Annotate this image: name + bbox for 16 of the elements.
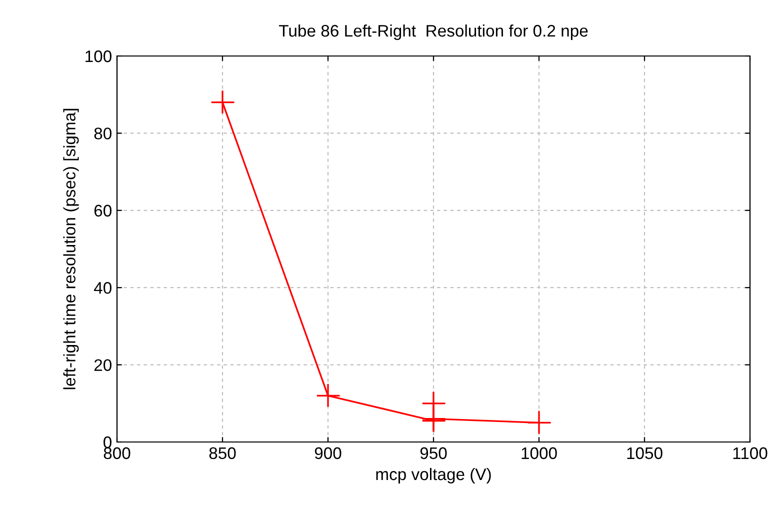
y-tick-label: 60 bbox=[94, 204, 112, 217]
y-tick-label: 20 bbox=[94, 359, 112, 372]
x-tick-label: 1100 bbox=[733, 447, 768, 460]
y-tick-label: 100 bbox=[86, 50, 112, 62]
y-tick-label: 80 bbox=[94, 128, 112, 140]
chart-title: Tube 86 Left-Right Resolution for 0.2 npe bbox=[279, 24, 588, 40]
x-tick-label: 950 bbox=[420, 447, 447, 460]
x-tick-label: 900 bbox=[314, 447, 342, 460]
x-tick-label: 1050 bbox=[627, 447, 662, 460]
y-axis-title: left-right time resolution (psec) [sigma] bbox=[63, 108, 79, 390]
y-tick-label: 40 bbox=[94, 282, 112, 294]
y-tick-label: 0 bbox=[104, 436, 112, 448]
x-tick-label: 1000 bbox=[522, 447, 557, 460]
x-tick-label: 800 bbox=[104, 447, 130, 460]
x-axis-title: mcp voltage (V) bbox=[376, 468, 491, 484]
x-tick-label: 850 bbox=[209, 447, 236, 460]
